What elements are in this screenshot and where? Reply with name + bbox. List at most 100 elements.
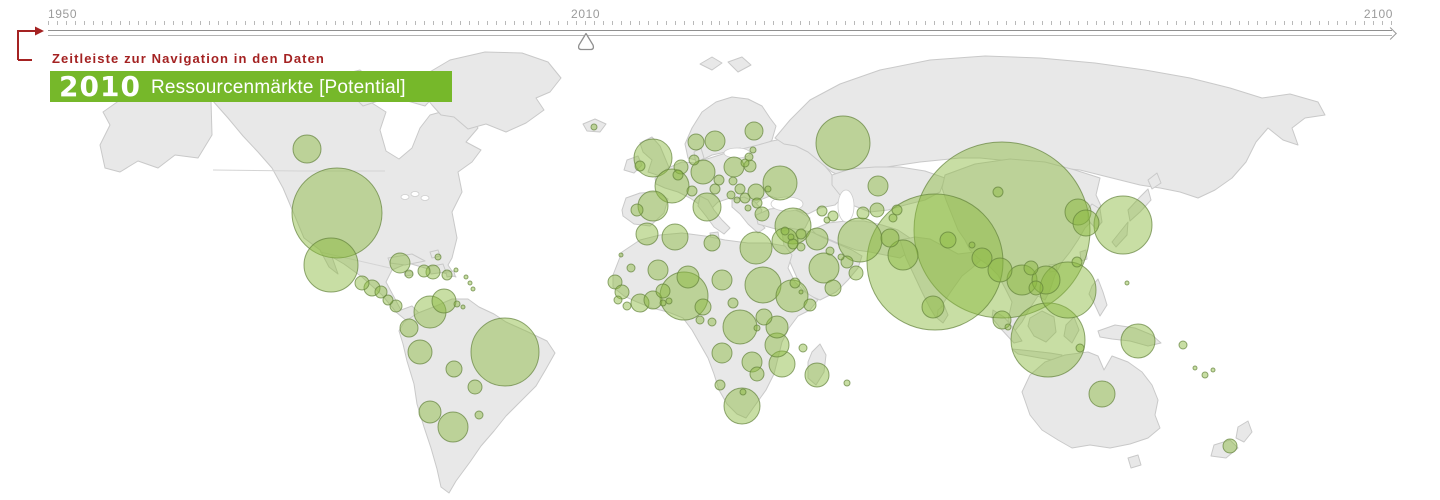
resource-bubble[interactable] [1124,280,1130,286]
resource-bubble[interactable] [754,206,770,222]
resource-bubble[interactable] [404,269,414,279]
resource-bubble[interactable] [743,159,757,173]
resource-bubble[interactable] [751,197,763,209]
resource-bubble[interactable] [722,309,758,345]
resource-bubble[interactable] [437,411,469,443]
resource-bubble[interactable] [703,234,721,252]
resource-bubble[interactable] [739,388,747,396]
resource-bubble[interactable] [460,304,466,310]
resource-bubble[interactable] [787,238,799,250]
resource-bubble[interactable] [1210,367,1216,373]
resource-bubble[interactable] [987,257,1013,283]
resource-bubble[interactable] [866,193,1004,331]
resource-bubble[interactable] [665,297,673,305]
resource-bubble[interactable] [827,210,839,222]
resource-bubble[interactable] [1222,438,1238,454]
resource-bubble[interactable] [880,228,900,248]
resource-bubble[interactable] [291,167,383,259]
resource-bubble[interactable] [804,362,830,388]
resource-bubble[interactable] [727,297,739,309]
resource-bubble[interactable] [434,253,442,261]
resource-bubble[interactable] [733,196,741,204]
resource-bubble[interactable] [739,192,751,204]
resource-bubble[interactable] [869,202,885,218]
resource-bubble[interactable] [728,176,738,186]
resource-bubble[interactable] [808,252,840,284]
resource-bubble[interactable] [676,265,700,289]
resource-bubble[interactable] [303,237,359,293]
resource-bubble[interactable] [1064,198,1092,226]
resource-bubble[interactable] [764,332,790,358]
resource-bubble[interactable] [686,185,698,197]
resource-bubble[interactable] [399,318,419,338]
resource-bubble[interactable] [798,343,808,353]
resource-bubble[interactable] [659,299,667,307]
resource-bubble[interactable] [795,228,807,240]
resource-bubble[interactable] [363,279,381,297]
resource-bubble[interactable] [1071,256,1083,268]
resource-bubble[interactable] [803,298,817,312]
resource-bubble[interactable] [840,255,854,269]
timeline-track[interactable] [48,30,1392,36]
resource-bubble[interactable] [590,123,598,131]
timeline-slider-handle[interactable] [575,33,597,51]
resource-bubble[interactable] [711,269,733,291]
resource-bubble[interactable] [1023,260,1039,276]
resource-bubble[interactable] [823,216,831,224]
resource-bubble[interactable] [622,301,632,311]
resource-bubble[interactable] [888,213,898,223]
resource-bubble[interactable] [467,379,483,395]
resource-bubble[interactable] [913,141,1091,319]
resource-bubble[interactable] [867,175,889,197]
resource-bubble[interactable] [764,185,772,193]
resource-bubble[interactable] [796,242,806,252]
resource-bubble[interactable] [655,283,671,299]
resource-bubble[interactable] [474,410,484,420]
resource-bubble[interactable] [848,265,864,281]
resource-bubble[interactable] [635,222,659,246]
resource-bubble[interactable] [816,205,828,217]
resource-bubble[interactable] [711,342,733,364]
resource-bubble[interactable] [694,298,712,316]
resource-bubble[interactable] [637,190,669,222]
resource-bubble[interactable] [1093,195,1153,255]
resource-bubble[interactable] [695,315,705,325]
resource-bubble[interactable] [654,168,690,204]
resource-bubble[interactable] [692,192,722,222]
resource-bubble[interactable] [626,263,636,273]
resource-bubble[interactable] [768,350,796,378]
resource-bubble[interactable] [787,233,795,241]
resource-bubble[interactable] [891,204,903,216]
resource-bubble[interactable] [765,315,789,339]
resource-bubble[interactable] [704,130,726,152]
resource-bubble[interactable] [1201,371,1209,379]
resource-bubble[interactable] [815,115,871,171]
resource-bubble[interactable] [707,317,717,327]
resource-bubble[interactable] [837,217,883,263]
resource-bubble[interactable] [843,379,851,387]
resource-bubble[interactable] [413,295,447,329]
resource-bubble[interactable] [744,121,764,141]
resource-bubble[interactable] [690,159,716,185]
resource-bubble[interactable] [755,308,773,326]
resource-bubble[interactable] [407,339,433,365]
resource-bubble[interactable] [389,252,411,274]
resource-bubble[interactable] [825,246,835,256]
resource-bubble[interactable] [467,280,473,286]
resource-bubble[interactable] [726,190,736,200]
resource-bubble[interactable] [789,277,801,289]
resource-bubble[interactable] [1031,265,1061,295]
resource-bubble[interactable] [747,183,765,201]
resource-bubble[interactable] [749,146,757,154]
resource-bubble[interactable] [709,183,721,195]
resource-bubble[interactable] [354,275,370,291]
resource-bubble[interactable] [453,267,459,273]
resource-bubble[interactable] [418,400,442,424]
resource-bubble[interactable] [992,186,1004,198]
resource-bubble[interactable] [749,366,765,382]
resource-bubble[interactable] [856,206,870,220]
resource-bubble[interactable] [1004,323,1012,331]
resource-bubble[interactable] [453,300,461,308]
resource-bubble[interactable] [1039,261,1097,319]
resource-bubble[interactable] [723,387,761,425]
